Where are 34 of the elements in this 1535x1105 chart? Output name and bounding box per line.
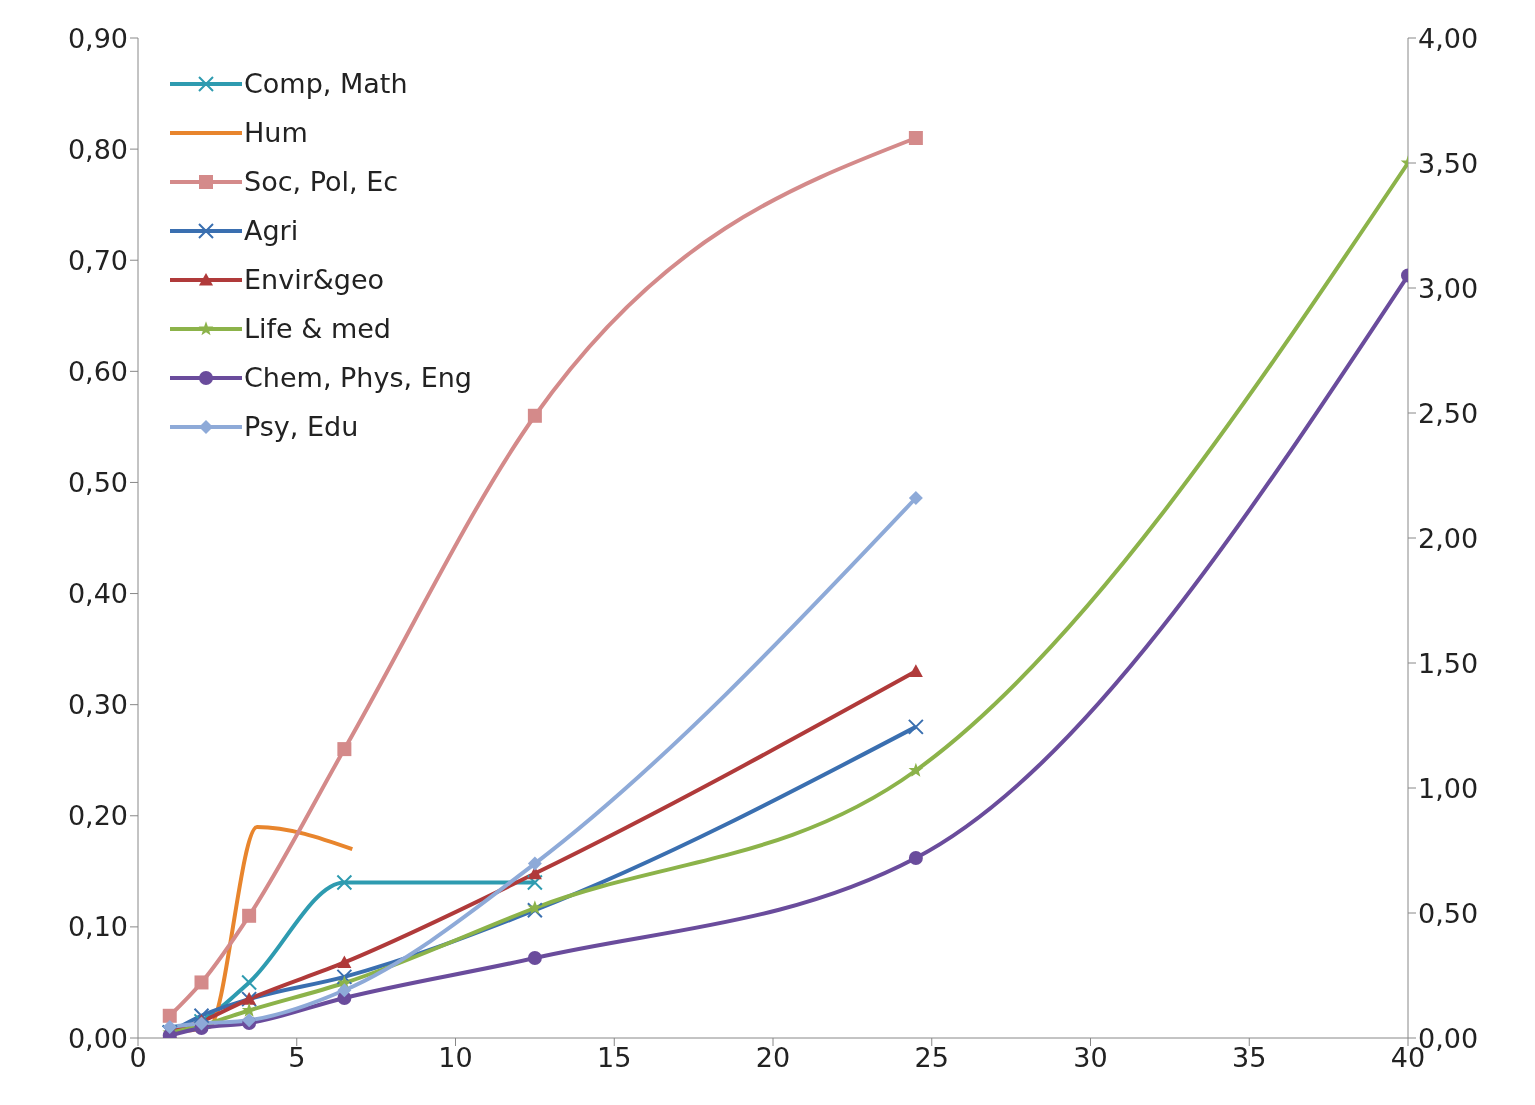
x-tick-label: 20: [755, 1042, 791, 1074]
y-tick-label: 0,40: [67, 578, 128, 610]
legend-label: Life & med: [244, 313, 391, 344]
y2-tick-label: 3,50: [1418, 147, 1479, 179]
x-tick-label: 25: [914, 1042, 949, 1074]
legend-label: Comp, Math: [244, 68, 408, 99]
y-tick-label: 0,10: [67, 911, 128, 943]
y-tick-label: 0,60: [67, 355, 128, 387]
y-tick-label: 0,80: [67, 133, 128, 165]
legend-label: Envir&geo: [244, 264, 385, 295]
legend-label: Agri: [244, 215, 299, 246]
x-tick-label: 35: [1232, 1042, 1267, 1074]
x-tick-label: 0: [129, 1042, 147, 1074]
y2-tick-label: 1,50: [1418, 647, 1479, 679]
x-tick-label: 10: [438, 1042, 473, 1074]
y2-tick-label: 0,50: [1418, 897, 1479, 929]
x-tick-label: 30: [1073, 1042, 1108, 1074]
y-tick-label: 0,70: [67, 244, 128, 276]
y-tick-label: 0,30: [67, 689, 128, 721]
y2-tick-label: 3,00: [1418, 272, 1479, 304]
legend-label: Soc, Pol, Ec: [244, 166, 399, 197]
y-tick-label: 0,20: [67, 800, 128, 832]
x-tick-label: 5: [288, 1042, 306, 1074]
y2-tick-label: 2,00: [1418, 522, 1479, 554]
legend-label: Psy, Edu: [244, 411, 359, 442]
legend-label: Chem, Phys, Eng: [244, 362, 472, 393]
y2-tick-label: 1,00: [1418, 772, 1479, 804]
legend-label: Hum: [244, 117, 308, 148]
y-tick-label: 0,00: [67, 1022, 128, 1054]
x-tick-label: 15: [597, 1042, 632, 1074]
y2-tick-label: 4,00: [1418, 22, 1479, 54]
y-tick-label: 0,50: [67, 467, 128, 499]
y2-tick-label: 2,50: [1418, 397, 1479, 429]
y-tick-label: 0,90: [67, 22, 128, 54]
